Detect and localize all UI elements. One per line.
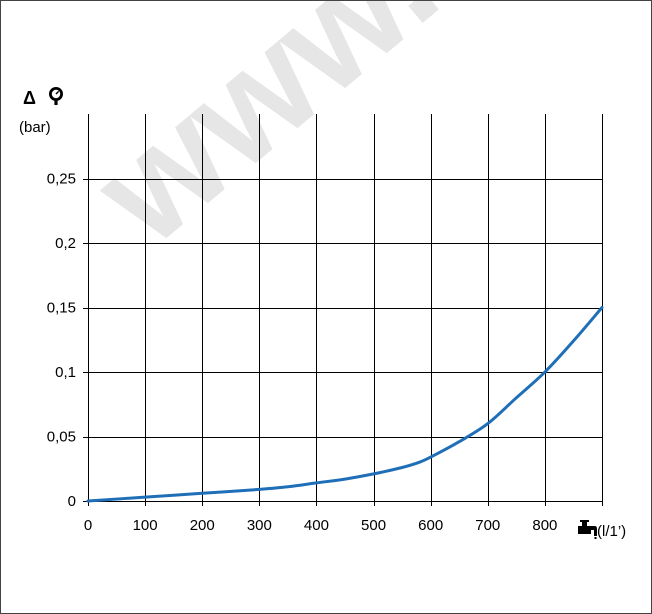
y-axis-unit: (bar)	[19, 119, 51, 136]
y-tick-label: 0	[68, 493, 76, 510]
y-tick-label: 0,05	[47, 429, 76, 446]
delta-symbol: Δ	[23, 88, 36, 108]
x-tick-label: 700	[475, 517, 500, 534]
series	[86, 306, 604, 503]
x-axis-label: (l/1’)	[578, 520, 626, 540]
watermark-text: www.	[63, 1, 468, 276]
y-axis-label: Δ (bar)	[19, 87, 63, 136]
x-axis-ticks: 0 100 200 300 400 500 600 700 800	[84, 517, 558, 534]
water-tap-icon	[578, 520, 597, 539]
x-tick-label: 300	[247, 517, 272, 534]
x-tick-label: 800	[532, 517, 557, 534]
y-tick-label: 0,25	[47, 171, 76, 188]
y-axis-ticks: 0 0,05 0,1 0,15 0,2 0,25	[47, 171, 76, 511]
x-tick-label: 0	[84, 517, 92, 534]
series-line	[86, 306, 604, 503]
x-tick-label: 600	[418, 517, 443, 534]
y-tick-label: 0,2	[55, 235, 76, 252]
pressure-gauge-icon	[49, 87, 63, 105]
grid	[83, 114, 603, 506]
x-tick-label: 100	[133, 517, 158, 534]
x-tick-label: 200	[190, 517, 215, 534]
x-axis-unit: (l/1’)	[597, 523, 626, 540]
y-tick-label: 0,15	[47, 300, 76, 317]
watermark: www.	[63, 1, 468, 276]
x-tick-label: 500	[361, 517, 386, 534]
y-tick-label: 0,1	[55, 364, 76, 381]
x-tick-label: 400	[304, 517, 329, 534]
